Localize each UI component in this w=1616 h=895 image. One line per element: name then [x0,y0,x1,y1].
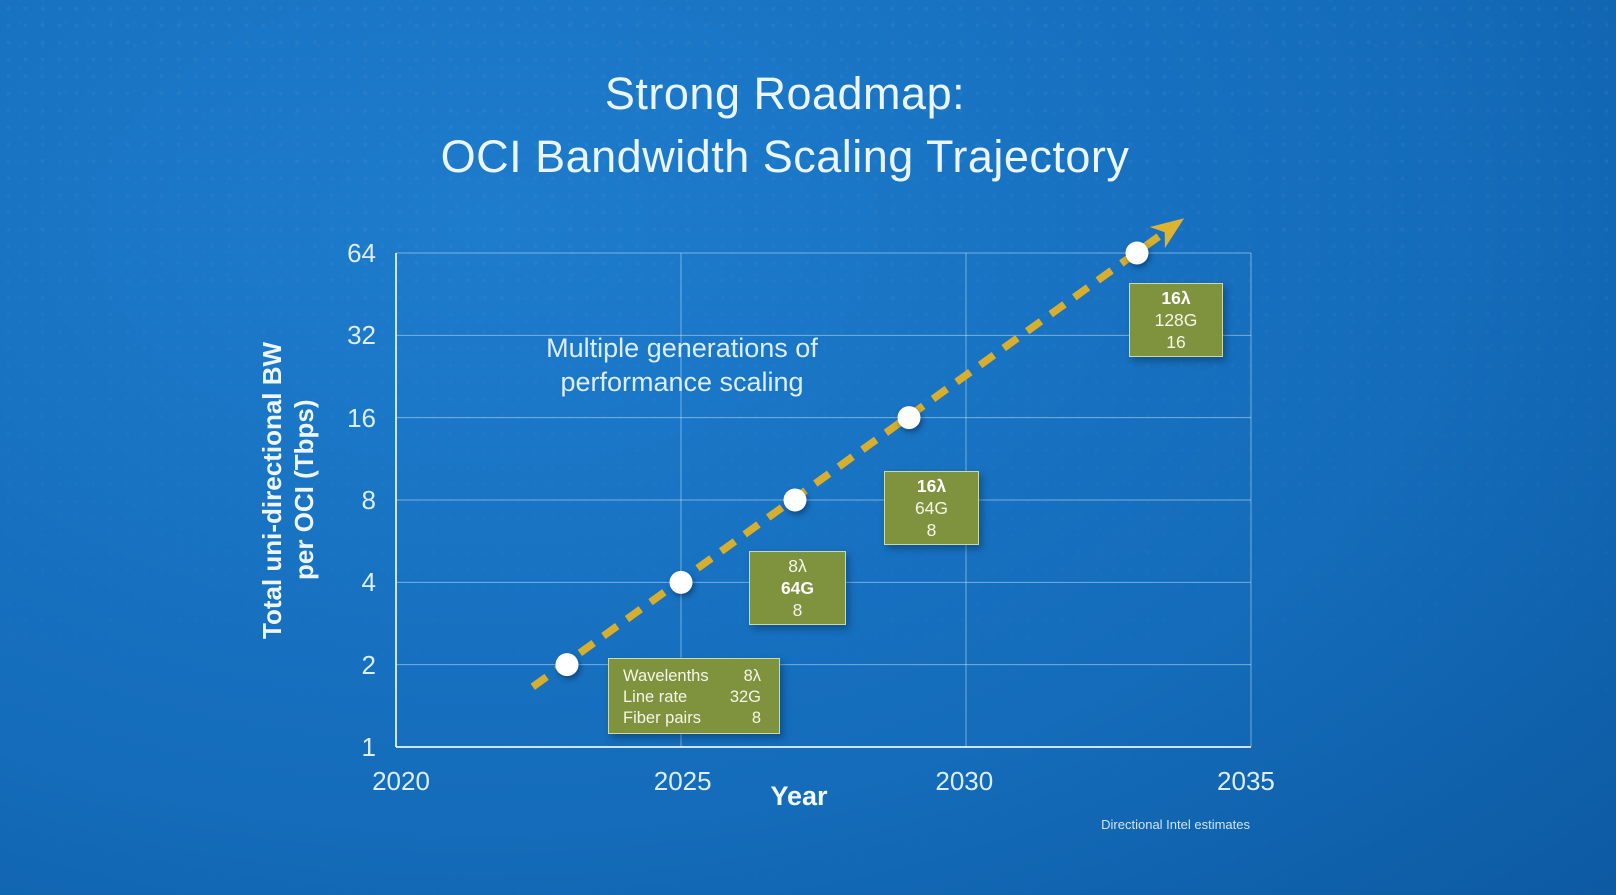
callout-line: 8 [792,600,803,620]
y-tick: 16 [347,402,376,433]
y-tick: 4 [361,567,376,598]
trend-line-and-points [530,218,1185,690]
slide-title-line1: Strong Roadmap: [604,68,966,119]
y-axis-ticks: 64 32 16 8 4 2 1 [296,237,376,763]
callout-gen2: 8λ 64G 8 [749,551,846,625]
y-tick: 1 [361,731,376,762]
callout-line: 64G [914,498,949,518]
footnote: Directional Intel estimates [1101,817,1250,832]
callout-row-value: 8 [751,709,761,727]
callout-line: 128G [1154,310,1198,330]
callout-lines: 16λ 64G 8 [885,472,978,541]
callout-line: 16λ [916,476,947,496]
x-tick: 2025 [653,766,712,796]
x-axis-title: Year [770,781,828,811]
callout-row: Wavelenths 8λ [623,666,761,687]
callout-line: 16λ [1161,288,1191,308]
callout-line: 8λ [788,556,807,576]
slide-title: Strong Roadmap: OCI Bandwidth Scaling Tr… [85,62,1485,188]
callout-lines: 8λ 64G 8 [750,552,845,621]
callout-row-value: 8λ [743,667,761,685]
callout-row-label: Fiber pairs [623,709,701,727]
callout-gen4: 16λ 128G 16 [1129,283,1223,357]
x-tick: 2035 [1217,766,1275,796]
slide-title-line2: OCI Bandwidth Scaling Trajectory [440,131,1130,182]
callout-row-label: Wavelenths [623,667,709,685]
annotation-line1: Multiple generations of [546,333,818,363]
x-axis-ticks: 2020 2025 2030 2035 [356,766,1291,796]
callout-gen3: 16λ 64G 8 [884,471,979,545]
y-tick: 2 [361,649,376,680]
callout-line: 8 [926,520,937,540]
callout-gen1: Wavelenths 8λ Line rate 32G Fiber pairs … [608,658,780,734]
annotation-line2: performance scaling [560,367,804,397]
y-tick: 64 [347,238,376,268]
callout-row: Fiber pairs 8 [623,708,761,729]
chart-annotation: Multiple generations of performance scal… [482,331,882,399]
x-tick: 2030 [935,766,994,796]
callout-row-value: 32G [729,688,761,706]
y-tick: 8 [361,484,376,515]
callout-lines: 16λ 128G 16 [1130,284,1222,353]
callout-row: Line rate 32G [623,687,761,708]
callout-line: 64G [780,578,815,598]
callout-row-label: Line rate [623,688,688,706]
y-axis-title-line1: Total uni-directional BW [257,341,287,639]
gridlines [395,252,1252,748]
callout-line: 16 [1166,332,1186,352]
y-tick: 32 [347,320,376,351]
x-tick: 2020 [372,766,430,796]
